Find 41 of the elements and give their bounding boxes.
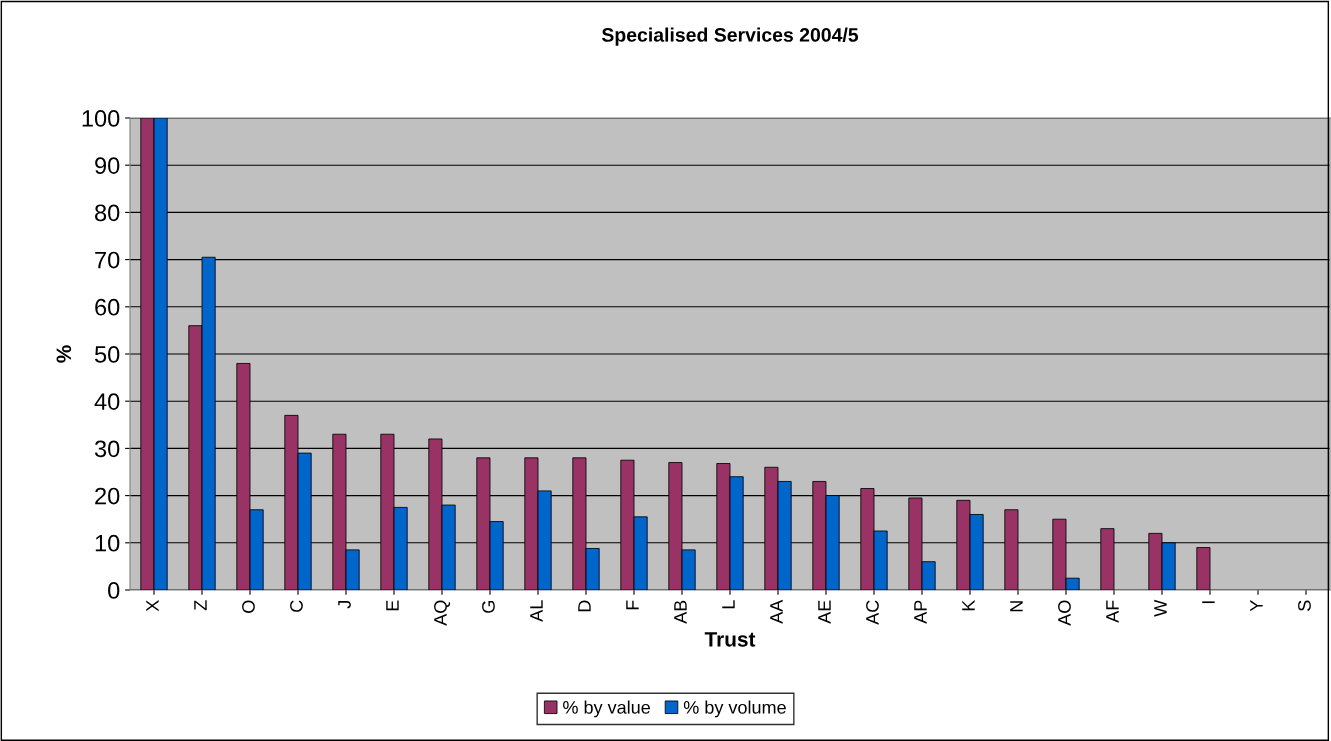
y-tick-label: 30 bbox=[94, 440, 120, 458]
y-tick-label: 10 bbox=[95, 534, 120, 552]
x-tick-label: W bbox=[1154, 599, 1167, 617]
x-tick-label: Z bbox=[194, 600, 207, 611]
legend-label: % by value bbox=[563, 700, 650, 718]
x-tick-label: L bbox=[722, 600, 735, 609]
y-axis-title: % bbox=[56, 345, 72, 363]
x-tick-label: X bbox=[146, 600, 159, 612]
x-tick-label: F bbox=[626, 600, 639, 610]
x-tick-label: AQ bbox=[434, 600, 451, 626]
x-tick-label: AP bbox=[914, 600, 927, 624]
x-tick-label: D bbox=[578, 600, 591, 612]
x-tick-label: I bbox=[1202, 601, 1215, 604]
x-tick-label: AA bbox=[770, 599, 783, 624]
x-tick-label: AL bbox=[530, 600, 543, 622]
y-tick-label: 70 bbox=[95, 251, 120, 269]
x-axis-title: Trust bbox=[704, 632, 756, 647]
y-tick-label: 80 bbox=[95, 204, 120, 222]
x-tick-label: J bbox=[338, 601, 351, 609]
x-tick-label: Y bbox=[1250, 600, 1263, 612]
x-tick-label: AB bbox=[674, 600, 687, 624]
x-tick-label: C bbox=[290, 600, 303, 612]
x-tick-label: E bbox=[386, 600, 399, 611]
x-tick-label: AC bbox=[866, 600, 879, 625]
legend-label: % by volume bbox=[683, 700, 786, 718]
x-tick-label: S bbox=[1298, 600, 1311, 611]
x-tick-label: O bbox=[242, 600, 255, 613]
x-tick-label: N bbox=[1010, 601, 1023, 612]
y-tick-label: 20 bbox=[95, 487, 120, 505]
y-tick-label: 40 bbox=[94, 393, 120, 410]
x-tick-label: G bbox=[482, 601, 495, 613]
chart-title: Specialised Services 2004/5 bbox=[601, 27, 859, 46]
x-tick-label: AO bbox=[1058, 600, 1071, 626]
x-tick-label: AF bbox=[1106, 600, 1119, 623]
y-tick-label: 0 bbox=[108, 582, 120, 599]
y-tick-label: 90 bbox=[95, 157, 120, 174]
x-tick-label: K bbox=[962, 599, 975, 611]
y-tick-label: 100 bbox=[82, 110, 120, 127]
x-tick-label: AE bbox=[818, 600, 831, 624]
y-tick-label: 60 bbox=[95, 298, 120, 316]
y-tick-label: 50 bbox=[94, 346, 120, 363]
